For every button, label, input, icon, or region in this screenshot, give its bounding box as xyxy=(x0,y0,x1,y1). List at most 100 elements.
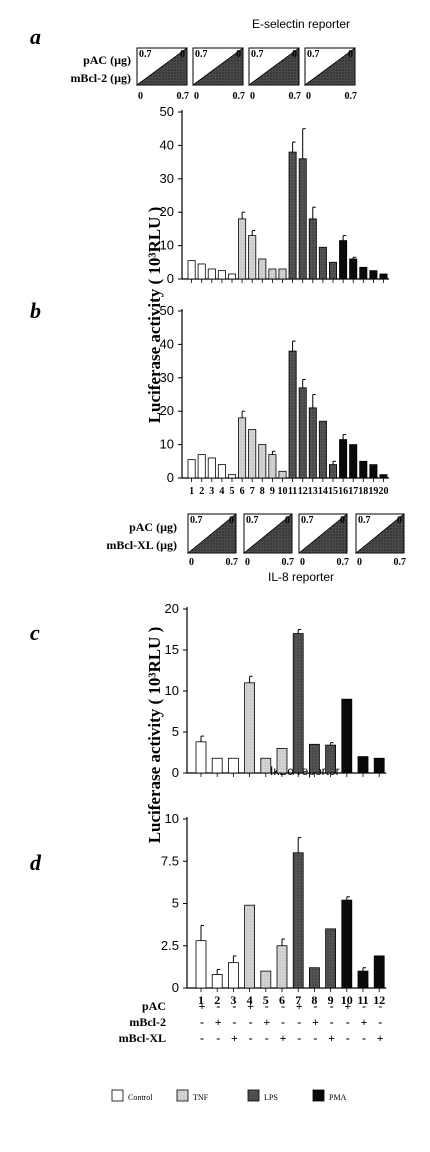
bar xyxy=(339,439,348,479)
bar xyxy=(341,899,353,989)
y-tick-label: 10 xyxy=(160,238,174,253)
wedge-fill xyxy=(186,513,237,554)
x-tick-label: 1 xyxy=(189,486,194,497)
y-tick-label: 0 xyxy=(172,980,179,995)
treatment-sign: - xyxy=(249,1031,253,1045)
bar xyxy=(244,904,256,989)
y-tick-label: 0 xyxy=(167,271,174,286)
wedge: 0.7 0 0 0.7 xyxy=(247,47,302,102)
wedge-top-row1-label: pAC (µg) xyxy=(83,53,131,67)
bar xyxy=(197,263,206,280)
wedge: 0.7 0 0 0.7 xyxy=(135,47,190,102)
treatment-sign: + xyxy=(296,999,303,1013)
wedge-low-label: 0 xyxy=(306,91,311,102)
wedge-low-label: 0 xyxy=(138,91,143,102)
wedge-start-label: 0.7 xyxy=(246,515,259,526)
treatment-row-label-mbclxl: mBcl-XL xyxy=(119,1031,166,1045)
bar xyxy=(349,444,358,479)
x-tick-label: 5 xyxy=(263,993,269,1007)
wedge-fill xyxy=(247,47,300,86)
treatment-sign: - xyxy=(297,1015,301,1029)
treatment-sign: - xyxy=(346,1031,350,1045)
treatment-sign: - xyxy=(232,999,236,1013)
x-tick-label: 10 xyxy=(278,486,288,497)
treatment-sign: + xyxy=(312,1015,319,1029)
bar xyxy=(248,429,257,479)
x-tick-label: 7 xyxy=(250,486,255,497)
wedge: 0.7 0 0 0.7 xyxy=(191,47,245,102)
x-tick-label: 4 xyxy=(247,993,253,1007)
treatment-sign: + xyxy=(344,999,351,1013)
treatment-sign: - xyxy=(281,999,285,1013)
treatment-sign: - xyxy=(297,1031,301,1045)
bar xyxy=(349,258,358,280)
bar xyxy=(268,268,277,280)
x-tick-label: 17 xyxy=(348,486,358,497)
x-tick-label: 6 xyxy=(240,486,245,497)
panel-label-b: b xyxy=(30,298,41,323)
treatment-sign: + xyxy=(361,1015,368,1029)
bar xyxy=(248,235,257,280)
y-tick-label: 5 xyxy=(172,724,179,739)
wedge-low-label: 0 xyxy=(300,557,305,568)
wedge-fill xyxy=(303,47,356,86)
bar xyxy=(260,970,272,989)
treatment-table: + - - + - - + - - + - -- + - - + - - + - - + -- - + - - + - - + - - + xyxy=(199,999,384,1045)
wedge-high-label: 0.7 xyxy=(289,91,302,102)
x-tick-label: 10 xyxy=(341,993,353,1007)
legend-label: Control xyxy=(128,1093,153,1102)
treatment-sign: + xyxy=(247,999,254,1013)
y-tick-label: 20 xyxy=(165,601,179,616)
wedge-fill xyxy=(242,513,293,554)
y-tick-label: 50 xyxy=(160,104,174,119)
y-tick-label: 30 xyxy=(160,171,174,186)
wedge-fill xyxy=(191,47,244,86)
wedge-start-label: 0.7 xyxy=(301,515,314,526)
treatment-sign: - xyxy=(249,1015,253,1029)
y-tick-label: 15 xyxy=(165,642,179,657)
bar xyxy=(227,474,236,479)
x-tick-label: 12 xyxy=(373,993,385,1007)
bar xyxy=(379,474,388,479)
legend-swatch xyxy=(176,1089,189,1102)
wedge-fill xyxy=(354,513,405,554)
bar xyxy=(359,460,368,479)
y-tick-label: 0 xyxy=(172,765,179,780)
y-tick-label: 5 xyxy=(172,896,179,911)
bar xyxy=(260,757,272,774)
treatment-sign: + xyxy=(280,1031,287,1045)
wedge-bottom-row2-label: mBcl-XL (µg) xyxy=(106,538,177,552)
wedge-end-label: 0 xyxy=(229,515,234,526)
treatment-sign: + xyxy=(328,1031,335,1045)
wedge-high-label: 0.7 xyxy=(177,91,190,102)
x-tick-label: 19 xyxy=(368,486,378,497)
bar xyxy=(325,744,337,774)
bar xyxy=(292,633,304,774)
x-tick-label: 3 xyxy=(230,993,236,1007)
wedge-start-label: 0.7 xyxy=(195,49,208,60)
treatment-sign: - xyxy=(216,999,220,1013)
legend-label: LPS xyxy=(264,1093,278,1102)
wedge-end-label: 0 xyxy=(348,49,353,60)
y-tick-label: 7.5 xyxy=(161,853,179,868)
wedge-start-label: 0.7 xyxy=(358,515,371,526)
wedge-high-label: 0.7 xyxy=(226,557,239,568)
bar xyxy=(207,268,216,280)
wedge-low-label: 0 xyxy=(250,91,255,102)
wedge-low-label: 0 xyxy=(245,557,250,568)
bar xyxy=(276,748,288,774)
x-tick-label: 15 xyxy=(328,486,338,497)
treatment-sign: - xyxy=(313,1031,317,1045)
x-tick-label: 4 xyxy=(219,486,224,497)
wedge: 0.7 0 0 0.7 xyxy=(303,47,357,102)
bar xyxy=(357,970,369,989)
bar xyxy=(308,407,317,479)
chart-a: 0 10 20 30 40 50 xyxy=(160,104,390,286)
y-tick-label: 40 xyxy=(160,137,174,152)
bar xyxy=(207,457,216,479)
wedge: 0.7 0 0 0.7 xyxy=(186,513,239,568)
wedge-low-label: 0 xyxy=(357,557,362,568)
treatment-row-label-pac: pAC xyxy=(142,999,166,1013)
bar xyxy=(369,270,378,280)
y-tick-label: 30 xyxy=(160,370,174,385)
